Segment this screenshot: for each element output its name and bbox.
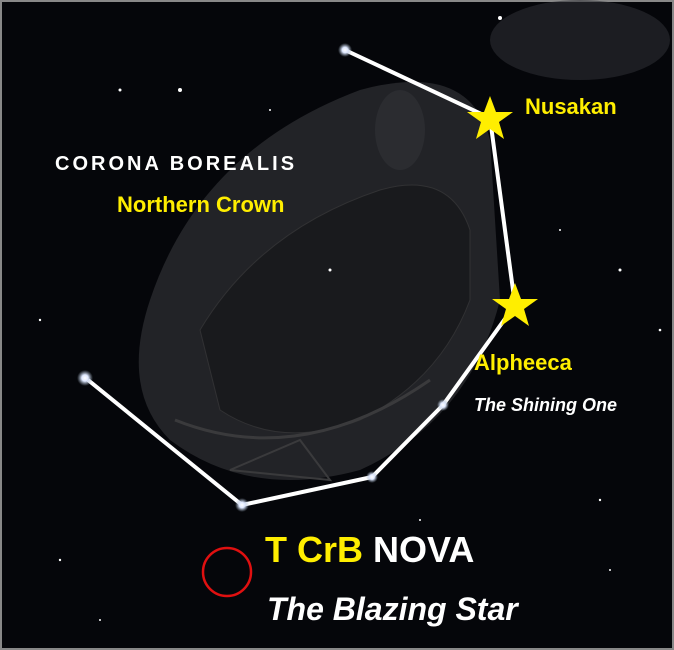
crown-band: [174, 378, 431, 440]
field-star: [419, 519, 421, 521]
nova-location: [201, 546, 253, 598]
constellation-stars: [77, 43, 449, 512]
field-star: [559, 229, 561, 231]
star-label: Nusakan: [525, 94, 617, 119]
field-star: [618, 268, 622, 272]
star: [235, 498, 249, 512]
star-label: Alpheeca: [474, 350, 573, 375]
constellation-common-name: Northern Crown: [117, 192, 284, 217]
star: [338, 43, 352, 57]
nova-title: T CrB NOVA: [265, 529, 474, 570]
star-meaning: The Shining One: [474, 395, 617, 415]
nova-nickname: The Blazing Star: [267, 591, 519, 627]
nusakan-star: [467, 96, 513, 139]
field-star: [609, 569, 611, 571]
star: [366, 471, 378, 483]
alpheeca-star: [492, 283, 538, 326]
field-star: [658, 328, 662, 332]
field-stars: [38, 16, 662, 621]
field-star: [328, 268, 332, 272]
field-star: [58, 558, 62, 562]
crown-jewel: [229, 438, 333, 482]
field-star: [38, 318, 42, 322]
constellation-name: CORONA BOREALIS: [55, 153, 297, 175]
nova-designation: T CrB: [265, 529, 363, 570]
field-star: [178, 88, 182, 92]
cloud: [490, 0, 670, 80]
field-star: [598, 498, 602, 502]
nova-word: NOVA: [373, 529, 474, 570]
field-star: [118, 88, 122, 92]
field-star: [99, 619, 101, 621]
star: [77, 370, 93, 386]
crown-artwork: [138, 0, 670, 482]
crown-lobe: [375, 90, 425, 170]
star: [437, 399, 449, 411]
field-star: [498, 16, 502, 20]
field-star: [269, 109, 271, 111]
